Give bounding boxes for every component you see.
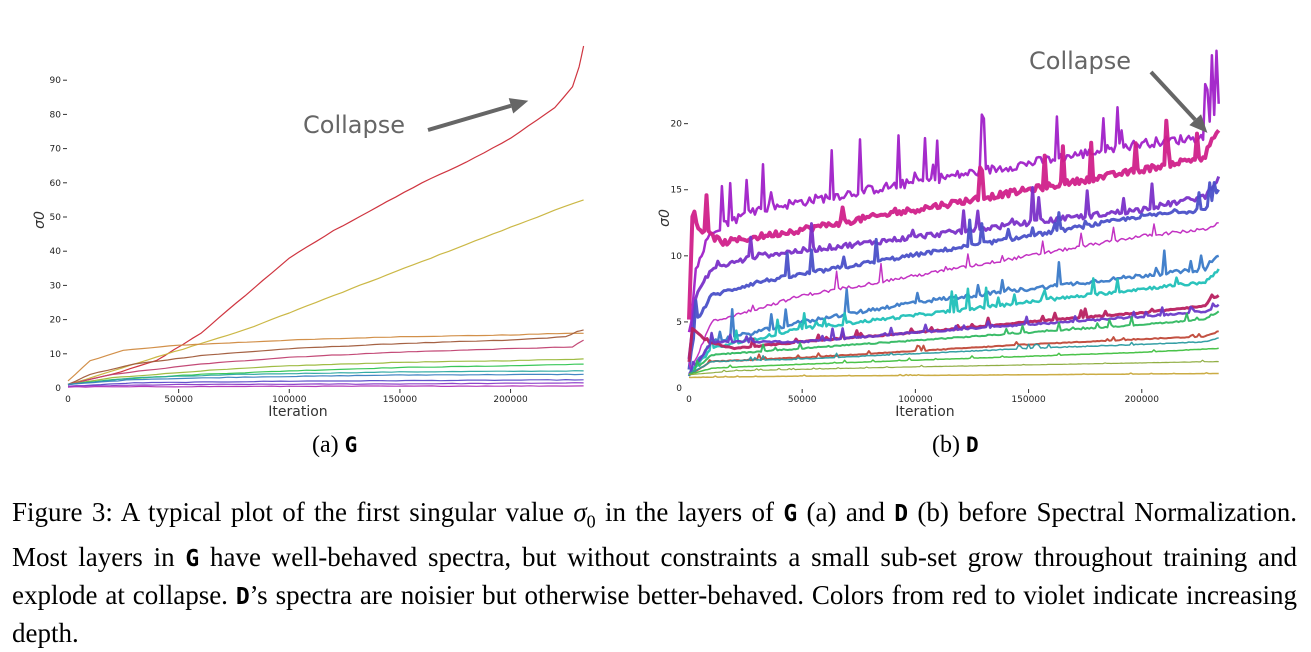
- chart-b-collapse-arrow-head: [1189, 114, 1208, 133]
- subcaption-b-letter: D: [965, 433, 979, 457]
- chart-b-y-axis-label: σ0: [657, 209, 673, 227]
- chart-b-series-line-3: [687, 175, 1221, 360]
- chart-a-series-line-1: [67, 45, 585, 386]
- chart-a-y-tick-label: 90: [50, 76, 62, 86]
- chart-b-collapse-annotation: Collapse: [1029, 47, 1131, 75]
- chart-b-x-tick-label: 0: [686, 395, 692, 405]
- chart-a-x-axis-label: Iteration: [268, 404, 327, 420]
- chart-a-collapse-arrow-shaft: [427, 103, 512, 132]
- caption-part: ’s spectra are noisier but otherwise bet…: [12, 580, 1297, 649]
- chart-a-y-tick-label: 10: [50, 350, 62, 360]
- chart-a-series-line-9: [67, 373, 584, 386]
- subcaption-a-letter: G: [344, 433, 358, 457]
- chart-a-x-tick-label: 150000: [383, 395, 418, 405]
- chart-b-y-tick-label: 10: [671, 252, 683, 262]
- chart-a-x-tick-label: 200000: [493, 395, 528, 405]
- chart-a-y-tick-label: 80: [50, 110, 62, 120]
- chart-a-y-tick-label: 20: [50, 316, 62, 326]
- chart-b-y-tick-label: 0: [676, 384, 682, 394]
- caption-sigma-sub: 0: [586, 511, 596, 532]
- chart-a-y-tick-label: 30: [50, 281, 62, 291]
- caption-part: in the layers of: [595, 497, 784, 527]
- caption-part: have well-behaved spectra, but without c…: [12, 542, 1297, 611]
- chart-a-x-tick-label: 50000: [164, 395, 193, 405]
- chart-b-x-tick-label: 150000: [1011, 395, 1046, 405]
- chart-b-svg: 0 50000 100000 150000 200000 0 5 10 15 20 Iteratio…: [657, 47, 1221, 420]
- panel-b-discriminator-chart: 0 50000 100000 150000 200000 0 5 10 15 20 Iteratio…: [655, 0, 1311, 470]
- caption-d: D: [894, 501, 909, 527]
- caption-g: G: [185, 546, 200, 573]
- caption-part: (a) and: [797, 497, 895, 527]
- chart-a-y-tick-label: 0: [55, 384, 61, 394]
- chart-a-series-line-5: [67, 339, 584, 385]
- chart-b-series-line-13: [688, 347, 1219, 376]
- chart-a-collapse-annotation: Collapse: [303, 111, 405, 139]
- subcaption-b-prefix: (b): [932, 432, 966, 458]
- chart-b-series-line-7: [688, 268, 1220, 375]
- chart-b-series-line-5: [688, 222, 1219, 372]
- subcaption-a-prefix: (a): [312, 432, 345, 458]
- subcaption-a: (a) G: [312, 432, 357, 459]
- panel-a-generator-chart: 0 50000 100000 150000 200000 0 10 20 30 40 50 60 70 8…: [0, 0, 640, 470]
- caption-part: Figure 3: A typical plot of the first si…: [12, 497, 574, 527]
- chart-b-x-axis-label: Iteration: [895, 404, 954, 420]
- chart-b-y-tick-label: 5: [676, 318, 682, 328]
- chart-a-series-line-6: [67, 358, 584, 386]
- chart-a-series-line-12: [67, 385, 584, 388]
- chart-a-x-tick-label: 100000: [272, 395, 307, 405]
- chart-b-series-line-12: [688, 337, 1219, 376]
- chart-b-series-line-11: [688, 330, 1219, 376]
- chart-b-series-line-1: [687, 49, 1220, 333]
- chart-a-y-axis-label: σ0: [32, 211, 48, 229]
- chart-b-collapse-arrow-shaft: [1149, 70, 1197, 122]
- chart-b-x-tick-label: 100000: [898, 395, 933, 405]
- chart-a-series-line-8: [67, 370, 584, 385]
- chart-a-y-tick-label: 50: [50, 213, 62, 223]
- caption-g: G: [783, 501, 798, 527]
- chart-b-series-line-15: [688, 372, 1219, 379]
- chart-b-series-line-2: [687, 118, 1221, 320]
- chart-b-x-tick-label: 200000: [1125, 395, 1160, 405]
- chart-b-series-line-10: [688, 310, 1220, 376]
- chart-b-y-tick-label: 20: [671, 120, 683, 130]
- chart-b-series-line-4: [687, 181, 1220, 370]
- chart-a-x-tick-label: 0: [65, 395, 71, 405]
- chart-a-collapse-arrow-head: [508, 98, 529, 114]
- caption-sigma: σ: [573, 497, 587, 527]
- chart-a-series-line-10: [67, 379, 584, 387]
- chart-b-series-line-14: [688, 359, 1219, 376]
- chart-a-series-line-3: [67, 332, 584, 382]
- subcaption-b: (b) D: [932, 432, 979, 459]
- chart-a-y-tick-label: 60: [50, 179, 62, 189]
- chart-a-series-line-4: [67, 329, 584, 385]
- chart-b-y-tick-label: 15: [671, 186, 682, 196]
- chart-a-svg: 0 50000 100000 150000 200000 0 10 20 30 40 50 60 70 8…: [32, 45, 585, 420]
- figure-caption: Figure 3: A typical plot of the first si…: [12, 494, 1297, 651]
- chart-a-series-line-2: [67, 199, 584, 386]
- chart-a-y-tick-label: 70: [50, 145, 62, 155]
- chart-a-series-line-11: [67, 382, 584, 387]
- chart-a-y-tick-label: 40: [50, 247, 62, 257]
- caption-part: (b) before Spectral Normalization. Most …: [12, 497, 1298, 573]
- caption-d: D: [235, 584, 250, 611]
- chart-b-x-tick-label: 50000: [788, 395, 817, 405]
